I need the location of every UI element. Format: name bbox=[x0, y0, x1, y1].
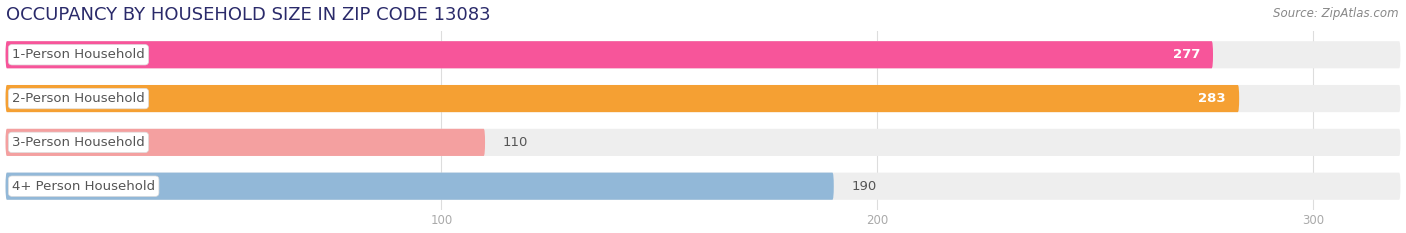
Text: 277: 277 bbox=[1173, 48, 1199, 61]
Text: 190: 190 bbox=[851, 180, 876, 193]
Text: OCCUPANCY BY HOUSEHOLD SIZE IN ZIP CODE 13083: OCCUPANCY BY HOUSEHOLD SIZE IN ZIP CODE … bbox=[6, 6, 491, 24]
Text: Source: ZipAtlas.com: Source: ZipAtlas.com bbox=[1274, 7, 1399, 20]
FancyBboxPatch shape bbox=[6, 129, 1400, 156]
Text: 2-Person Household: 2-Person Household bbox=[13, 92, 145, 105]
Text: 1-Person Household: 1-Person Household bbox=[13, 48, 145, 61]
FancyBboxPatch shape bbox=[6, 41, 1400, 68]
Text: 3-Person Household: 3-Person Household bbox=[13, 136, 145, 149]
Text: 283: 283 bbox=[1198, 92, 1226, 105]
FancyBboxPatch shape bbox=[6, 41, 1213, 68]
FancyBboxPatch shape bbox=[6, 85, 1400, 112]
FancyBboxPatch shape bbox=[6, 129, 485, 156]
Text: 110: 110 bbox=[502, 136, 527, 149]
FancyBboxPatch shape bbox=[6, 173, 1400, 200]
FancyBboxPatch shape bbox=[6, 85, 1239, 112]
Text: 4+ Person Household: 4+ Person Household bbox=[13, 180, 155, 193]
FancyBboxPatch shape bbox=[6, 173, 834, 200]
